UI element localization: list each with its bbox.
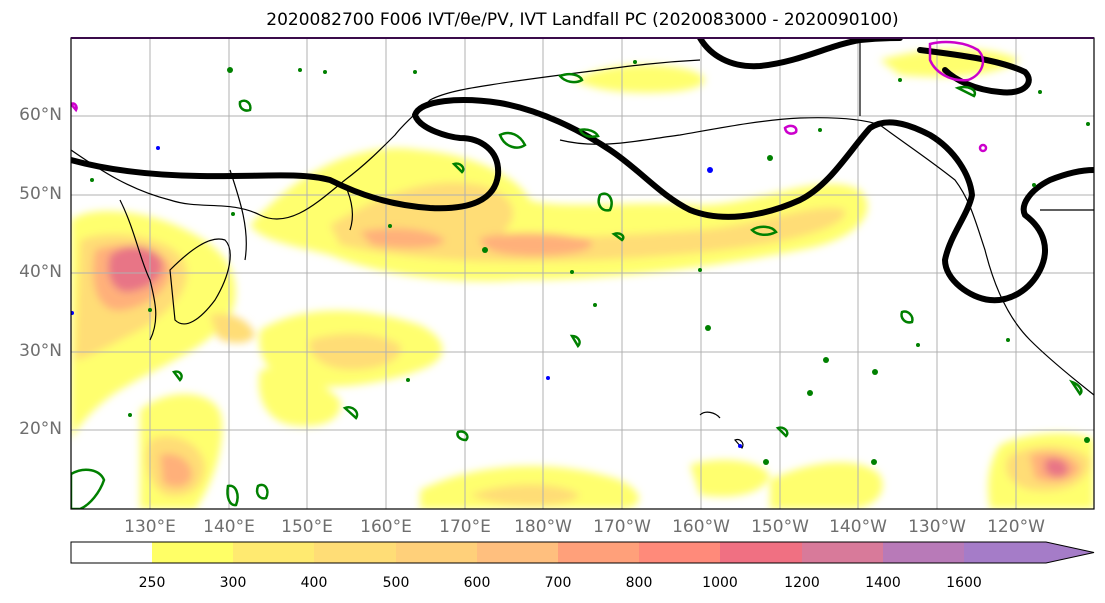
- green-contours: [71, 72, 1083, 509]
- lat-label-50n: 50°N: [19, 184, 62, 204]
- colorbar-tick-1600: 1600: [946, 575, 982, 591]
- colorbar-tick-300: 300: [219, 575, 247, 591]
- colorbar-tick-250: 250: [138, 575, 166, 591]
- colorbar-tick-1000: 1000: [702, 575, 738, 591]
- colorbar-tick-800: 800: [625, 575, 653, 591]
- lon-label-160w: 160°W: [672, 517, 730, 537]
- coastlines: [71, 38, 1094, 450]
- lon-label-130e: 130°E: [124, 517, 176, 537]
- ivt-shading: [71, 48, 1094, 509]
- lon-label-170w: 170°W: [593, 517, 651, 537]
- lon-label-140w: 140°W: [829, 517, 887, 537]
- green-contour-dots: [90, 60, 1090, 465]
- lon-label-130w: 130°W: [908, 517, 966, 537]
- map-title: 2020082700 F006 IVT/θe/PV, IVT Landfall …: [266, 10, 899, 30]
- lon-label-140e: 140°E: [203, 517, 255, 537]
- blue-contours: [71, 146, 742, 448]
- colorbar-tick-700: 700: [544, 575, 572, 591]
- magenta-contours: [71, 40, 988, 153]
- colorbar-tick-500: 500: [382, 575, 410, 591]
- lon-label-120w: 120°W: [987, 517, 1045, 537]
- colorbar-tick-1200: 1200: [784, 575, 820, 591]
- lat-label-20n: 20°N: [19, 419, 62, 439]
- colorbar-tick-1400: 1400: [865, 575, 901, 591]
- lon-label-170e: 170°E: [439, 517, 491, 537]
- lat-label-60n: 60°N: [19, 105, 62, 125]
- lat-label-30n: 30°N: [19, 341, 62, 361]
- lon-label-150w: 150°W: [751, 517, 809, 537]
- colorbar-tick-600: 600: [463, 575, 491, 591]
- lon-label-180w: 180°W: [514, 517, 572, 537]
- lat-label-40n: 40°N: [19, 262, 62, 282]
- colorbar: [70, 541, 1095, 564]
- lon-label-160e: 160°E: [360, 517, 412, 537]
- lon-label-150e: 150°E: [281, 517, 333, 537]
- colorbar-tick-400: 400: [300, 575, 328, 591]
